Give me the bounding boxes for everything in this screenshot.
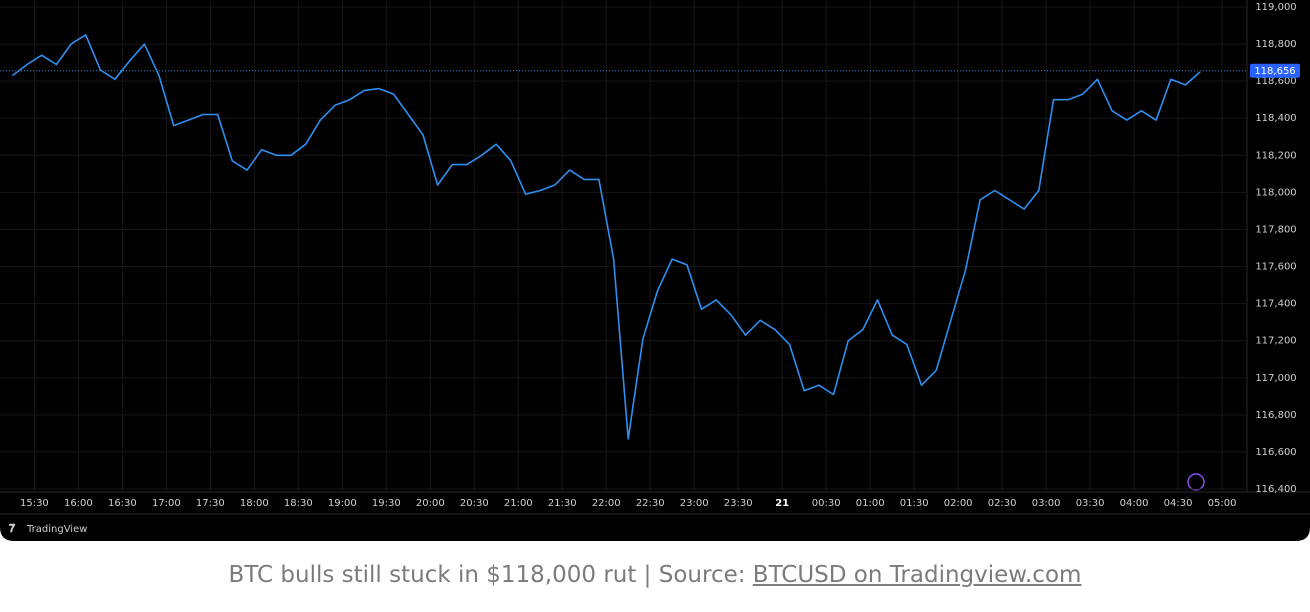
y-tick-label: 117,600: [1255, 262, 1296, 273]
x-tick-label: 04:30: [1164, 498, 1193, 509]
price-label: 118,656: [1254, 66, 1295, 77]
y-tick-label: 118,400: [1255, 113, 1296, 124]
y-tick-label: 119,000: [1255, 2, 1296, 13]
y-tick-label: 116,400: [1255, 484, 1296, 495]
price-tag: [1250, 63, 1300, 78]
caption-link[interactable]: BTCUSD on Tradingview.com: [752, 562, 1082, 588]
x-tick-label: 21:30: [548, 498, 577, 509]
brand: TradingView: [26, 524, 87, 535]
x-tick-label: 19:00: [328, 498, 357, 509]
y-tick-label: 117,400: [1255, 299, 1296, 310]
x-tick-label: 04:00: [1120, 498, 1149, 509]
y-tick-label: 117,000: [1255, 373, 1296, 384]
price-line-series: [11, 34, 1201, 440]
x-tick-label: 23:00: [680, 498, 709, 509]
y-tick-label: 117,200: [1255, 336, 1296, 347]
y-tick-label: 116,800: [1255, 410, 1296, 421]
x-tick-label: 22:00: [592, 498, 621, 509]
chart-background: [0, 0, 1310, 541]
brand-logo: 𝟕: [9, 522, 16, 535]
x-tick-label: 17:30: [196, 498, 225, 509]
x-tick-label: 01:00: [856, 498, 885, 509]
x-tick-label: 00:30: [812, 498, 841, 509]
y-tick-label: 116,600: [1255, 447, 1296, 458]
x-tick-label: 22:30: [636, 498, 665, 509]
x-tick-label: 21: [775, 498, 789, 509]
x-tick-label: 18:30: [284, 498, 313, 509]
x-tick-label: 01:30: [900, 498, 929, 509]
x-tick-label: 15:30: [20, 498, 49, 509]
y-tick-label: 118,000: [1255, 187, 1296, 198]
caption-text: BTC bulls still stuck in $118,000 rut | …: [228, 562, 753, 588]
x-tick-label: 19:30: [372, 498, 401, 509]
y-tick-label: 118,200: [1255, 150, 1296, 161]
x-tick-label: 05:00: [1208, 498, 1237, 509]
x-tick-label: 16:30: [108, 498, 137, 509]
x-tick-label: 03:00: [1032, 498, 1061, 509]
x-tick-label: 18:00: [240, 498, 269, 509]
chart: 𝟕 TradingView 116,400 116,600 116,800 117,0…: [0, 0, 1310, 541]
x-tick-label: 21:00: [504, 498, 533, 509]
x-tick-label: 03:30: [1076, 498, 1105, 509]
x-tick-label: 17:00: [152, 498, 181, 509]
y-tick-label: 118,600: [1255, 76, 1296, 87]
x-tick-label: 02:00: [944, 498, 973, 509]
x-tick-label: 16:00: [64, 498, 93, 509]
y-tick-label: 117,800: [1255, 224, 1296, 235]
x-tick-label: 23:30: [724, 498, 753, 509]
x-tick-label: 20:30: [460, 498, 489, 509]
x-tick-label: 02:30: [988, 498, 1017, 509]
caption: BTC bulls still stuck in $118,000 rut | …: [0, 562, 1310, 588]
icon: [1187, 473, 1205, 491]
y-tick-label: 118,800: [1255, 39, 1296, 50]
x-tick-label: 20:00: [416, 498, 445, 509]
